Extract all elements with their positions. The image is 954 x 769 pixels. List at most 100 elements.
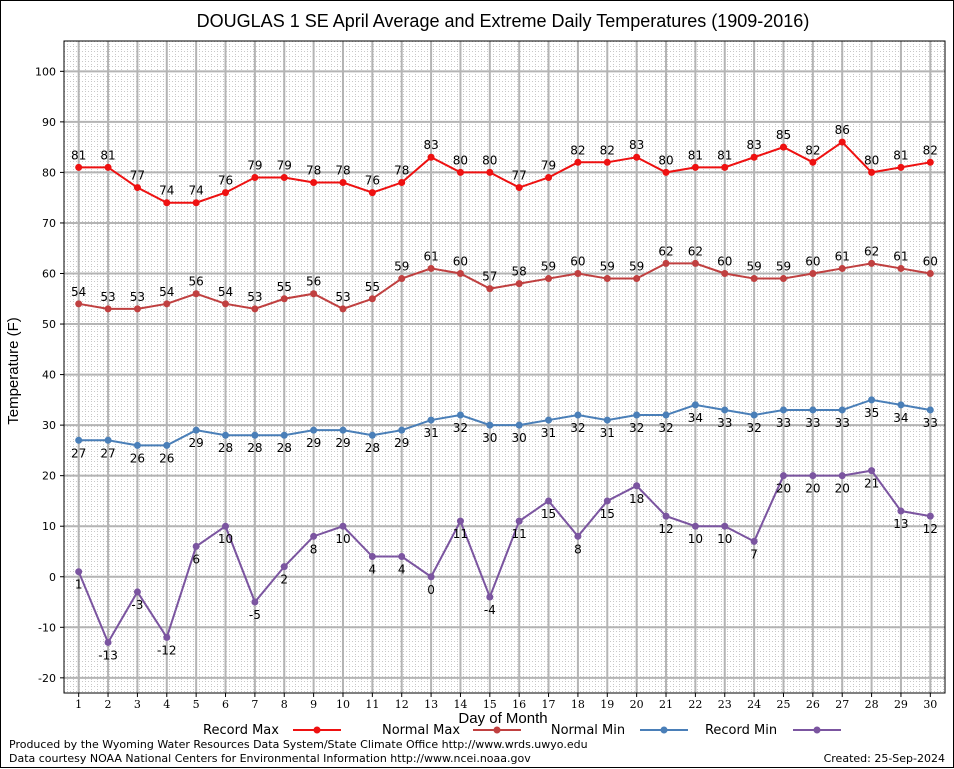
x-tick-label: 6 <box>222 698 229 711</box>
record-max-data-label: 81 <box>717 148 732 162</box>
normal-max-point <box>339 305 347 313</box>
legend-marker <box>493 726 501 734</box>
x-tick-label: 5 <box>193 698 200 711</box>
normal-min-data-label: 32 <box>746 421 761 435</box>
gridlines <box>64 41 945 693</box>
normal-max-point <box>545 275 553 283</box>
normal-min-data-label: 29 <box>394 436 409 450</box>
y-tick-label: 20 <box>42 470 56 483</box>
x-tick-label: 17 <box>542 698 556 711</box>
record-max-point <box>251 173 259 181</box>
record-min-point <box>75 568 83 576</box>
normal-min-data-label: 26 <box>159 451 174 465</box>
record-min-point <box>368 553 376 561</box>
normal-min-point <box>75 436 83 444</box>
x-tick-label: 25 <box>776 698 790 711</box>
legend-item-normal-max: Normal Max <box>382 723 521 738</box>
normal-min-data-label: 29 <box>189 436 204 450</box>
record-max-data-label: 81 <box>100 148 115 162</box>
normal-min-point <box>280 431 288 439</box>
normal-min-point <box>104 436 112 444</box>
record-max-point <box>633 153 641 161</box>
normal-max-point <box>456 269 464 277</box>
x-tick-label: 13 <box>424 698 438 711</box>
normal-min-data-label: 34 <box>893 411 908 425</box>
normal-min-data-label: 28 <box>365 441 380 455</box>
record-min-data-label: -12 <box>157 643 177 657</box>
normal-min-data-label: 29 <box>335 436 350 450</box>
x-tick-label: 2 <box>105 698 112 711</box>
y-tick-label: 80 <box>42 166 56 179</box>
normal-min-point <box>545 416 553 424</box>
normal-max-data-label: 54 <box>218 285 233 299</box>
record-max-point <box>868 168 876 176</box>
normal-min-data-label: 33 <box>717 416 732 430</box>
normal-min-data-label: 26 <box>130 451 145 465</box>
record-min-data-label: 8 <box>574 542 582 556</box>
record-max-data-label: 80 <box>658 153 673 167</box>
normal-min-point <box>574 411 582 419</box>
normal-min-point <box>251 431 259 439</box>
normal-min-point <box>838 406 846 414</box>
series-layer <box>75 138 934 646</box>
x-tick-label: 29 <box>894 698 908 711</box>
normal-min-data-label: 30 <box>512 431 527 445</box>
record-min-data-label: 13 <box>893 517 908 531</box>
plot-frame <box>63 40 946 694</box>
x-tick-label: 11 <box>365 698 379 711</box>
normal-min-point <box>163 441 171 449</box>
normal-min-point <box>926 406 934 414</box>
x-tick-label: 8 <box>281 698 288 711</box>
x-tick-label: 1 <box>75 698 82 711</box>
normal-max-point <box>603 275 611 283</box>
x-tick-label: 12 <box>395 698 409 711</box>
normal-min-data-label: 31 <box>600 426 615 440</box>
record-min-point <box>750 537 758 545</box>
record-min-point <box>809 472 817 480</box>
normal-min-point <box>339 426 347 434</box>
record-max-data-label: 76 <box>218 174 233 188</box>
normal-max-point <box>310 290 318 298</box>
record-min-point <box>456 517 464 525</box>
normal-min-data-label: 33 <box>923 416 938 430</box>
legend-item-record-max: Record Max <box>203 723 341 738</box>
record-min-point <box>897 507 905 515</box>
record-min-data-label: 15 <box>600 507 615 521</box>
legend-marker <box>660 726 668 734</box>
plot-background <box>64 41 945 693</box>
normal-max-point <box>809 269 817 277</box>
normal-max-point <box>662 259 670 267</box>
normal-min-line <box>78 398 931 447</box>
record-min-data-label: 20 <box>835 482 850 496</box>
record-max-data-label: 86 <box>835 123 850 137</box>
record-max-point <box>515 184 523 192</box>
x-axis-title: Day of Month <box>458 710 547 727</box>
normal-min-point <box>779 406 787 414</box>
normal-max-data-label: 56 <box>306 275 321 289</box>
legend-label: Record Min <box>705 723 777 738</box>
x-tick-label: 21 <box>659 698 673 711</box>
normal-max-data-label: 59 <box>600 260 615 274</box>
record-max-point <box>310 179 318 187</box>
record-max-data-label: 80 <box>453 153 468 167</box>
record-max-point <box>133 184 141 192</box>
record-max-data-label: 80 <box>864 153 879 167</box>
normal-max-data-label: 62 <box>658 244 673 258</box>
x-tick-label: 30 <box>923 698 937 711</box>
x-tick-label: 16 <box>512 698 526 711</box>
normal-max-point <box>779 275 787 283</box>
normal-max-data-label: 60 <box>923 254 938 268</box>
chart-title: DOUGLAS 1 SE April Average and Extreme D… <box>197 11 810 31</box>
normal-max-data-label: 53 <box>100 290 115 304</box>
record-min-point <box>486 593 494 601</box>
record-min-point <box>163 633 171 641</box>
record-max-point <box>339 179 347 187</box>
normal-min-point <box>486 421 494 429</box>
record-min-line <box>77 469 931 645</box>
record-max-point <box>721 163 729 171</box>
record-min-data-label: 10 <box>688 532 703 546</box>
record-min-point <box>545 497 553 505</box>
y-tick-label: 0 <box>49 571 56 584</box>
normal-max-point <box>75 300 83 308</box>
